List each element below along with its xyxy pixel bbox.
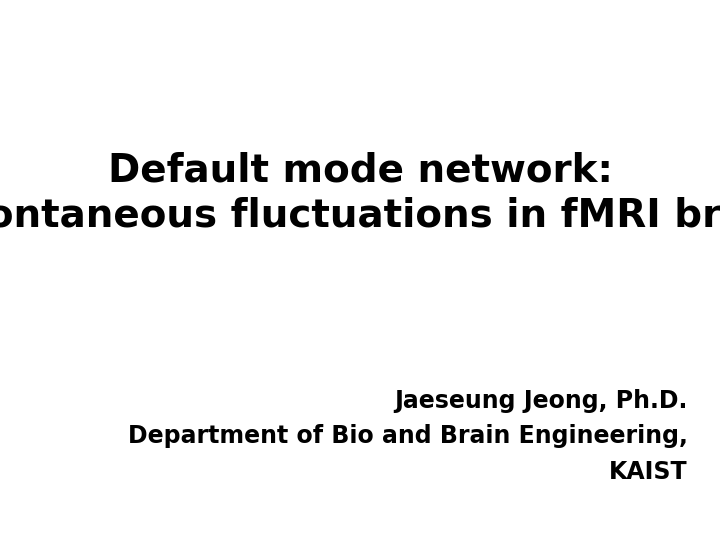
Text: Default mode network:
Spontaneous fluctuations in fMRI brain: Default mode network: Spontaneous fluctu… [0, 151, 720, 235]
Text: Jaeseung Jeong, Ph.D.
Department of Bio and Brain Engineering,
KAIST: Jaeseung Jeong, Ph.D. Department of Bio … [127, 389, 688, 484]
